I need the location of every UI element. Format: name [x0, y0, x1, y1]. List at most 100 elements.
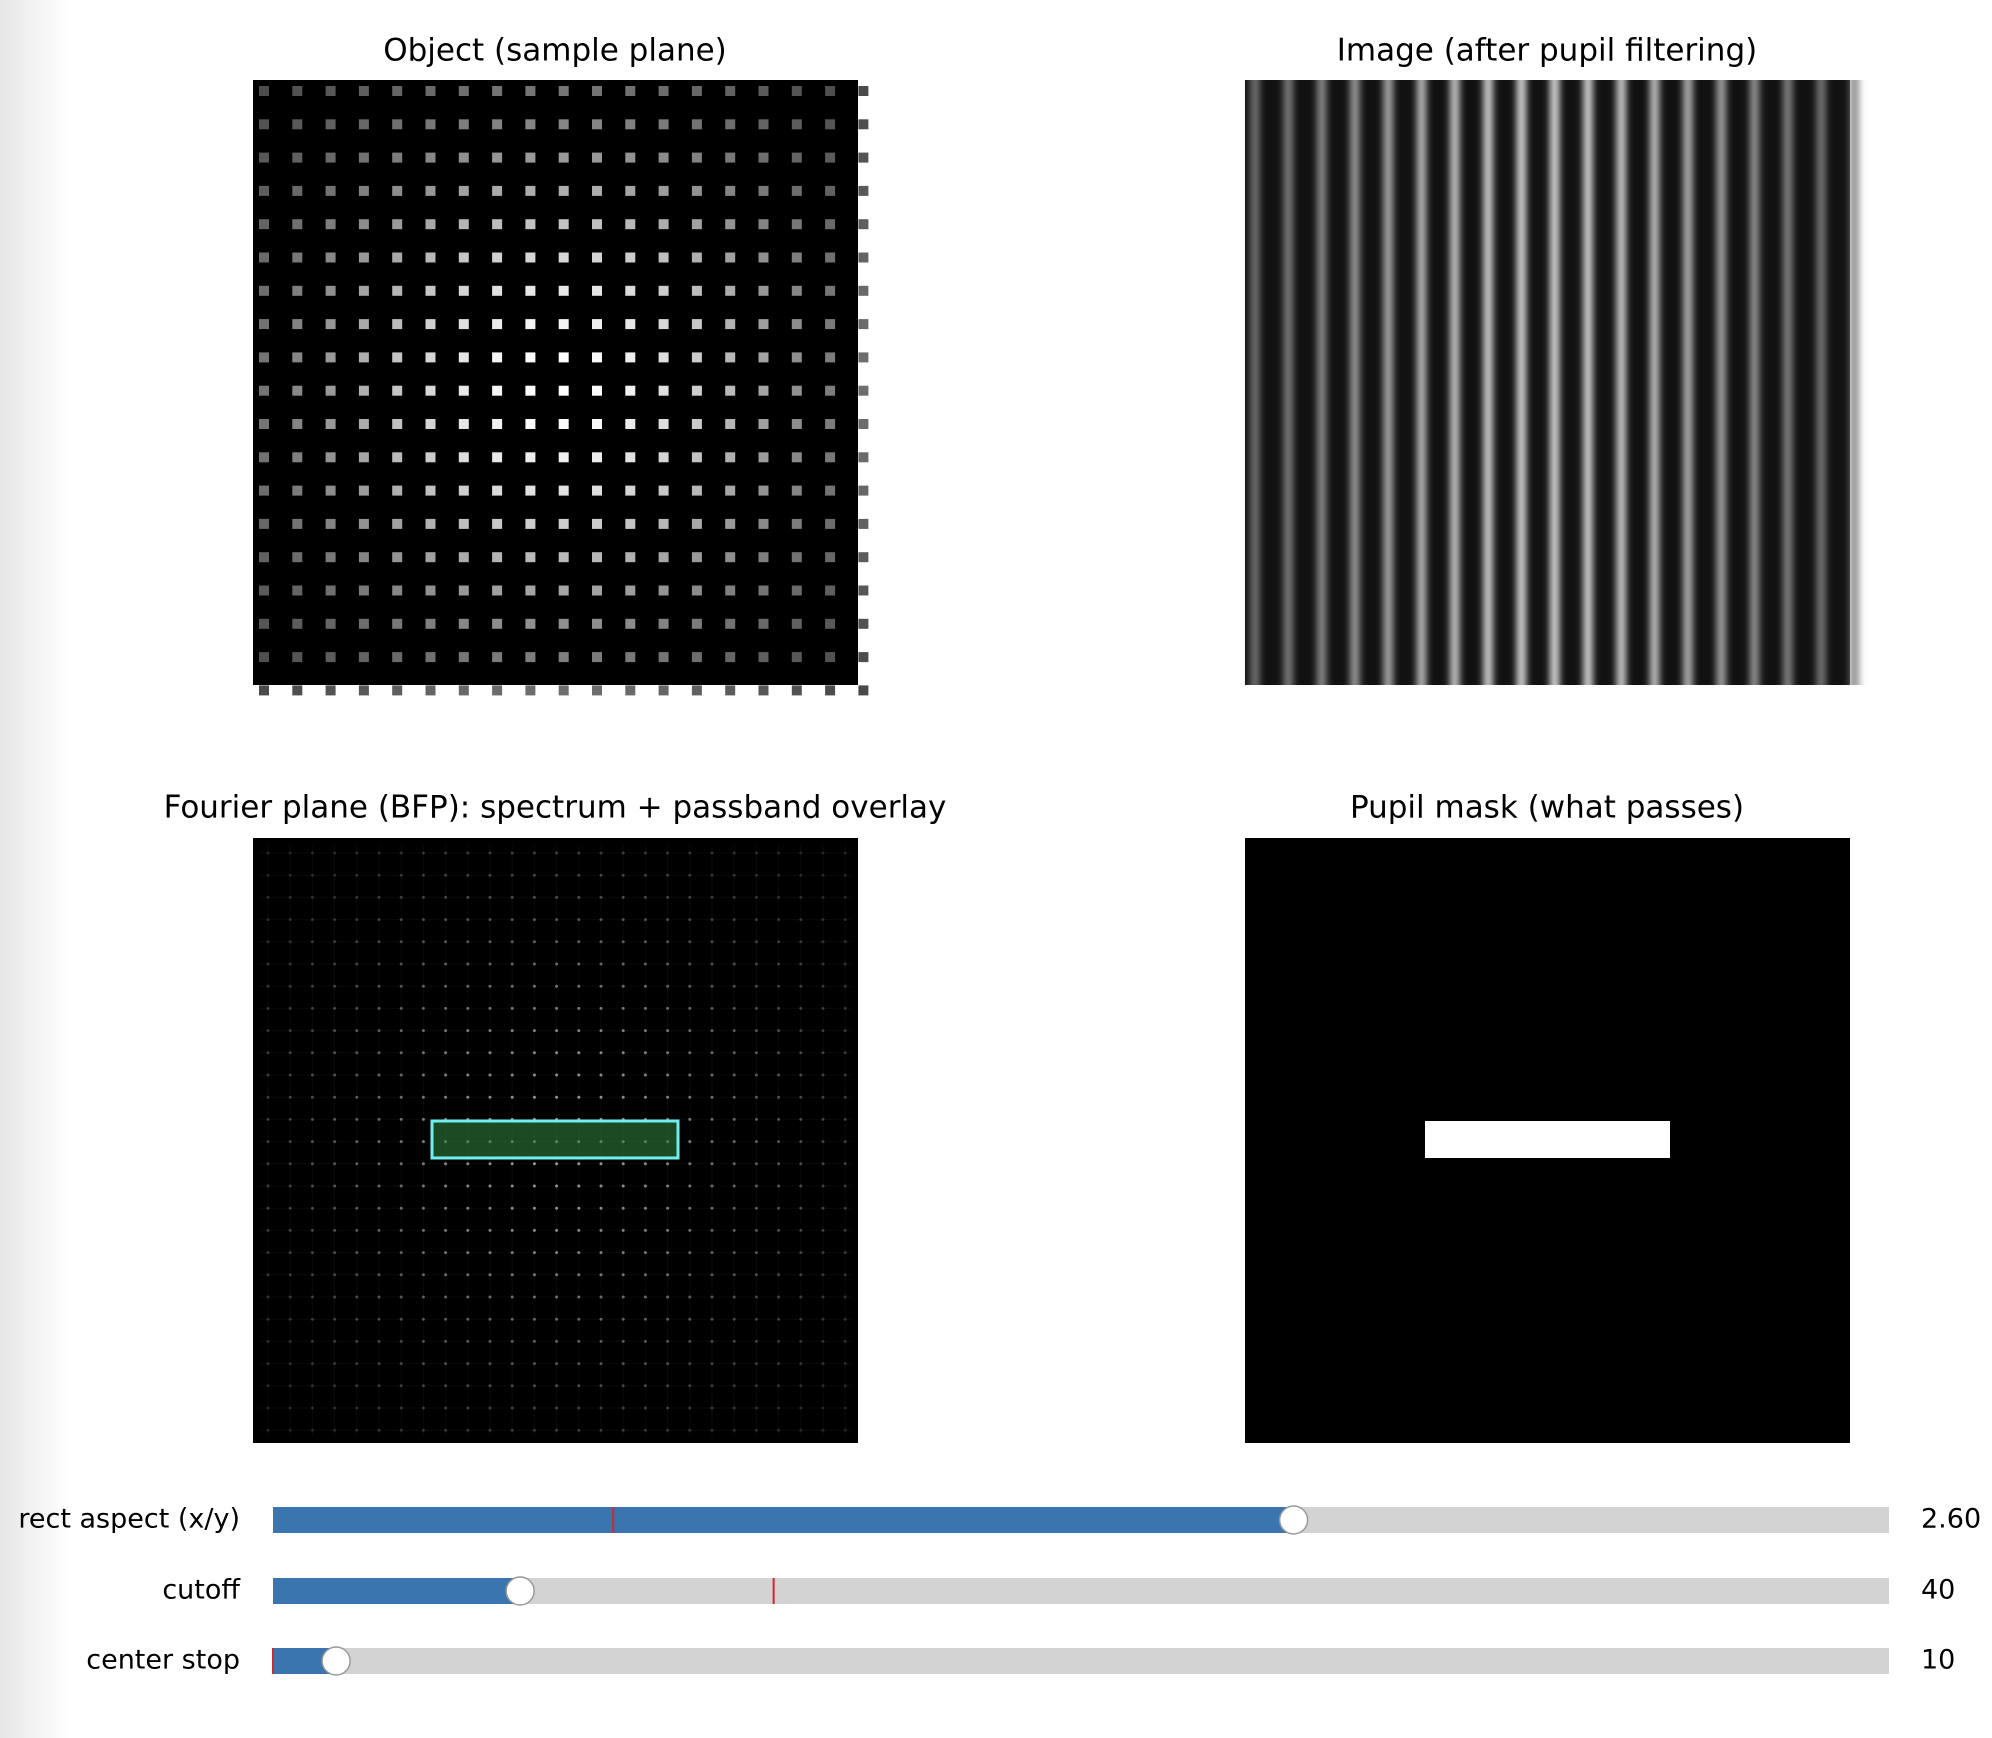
stripe	[1384, 80, 1393, 685]
object-square	[625, 385, 636, 396]
object-square	[758, 518, 769, 529]
object-square	[492, 452, 503, 463]
object-square	[858, 518, 869, 529]
spectrum-dot	[488, 918, 492, 922]
spectrum-dot	[421, 1295, 425, 1299]
object-square	[358, 652, 369, 663]
spectrum-dot	[510, 1051, 514, 1055]
slider-fill[interactable]	[273, 1507, 1294, 1533]
object-square	[691, 652, 702, 663]
spectrum-dot	[599, 1206, 603, 1210]
spectrum-dot	[577, 962, 581, 966]
object-square	[259, 219, 269, 230]
spectrum-dot	[377, 1251, 381, 1255]
spectrum-dot	[599, 984, 603, 988]
object-square	[858, 219, 869, 230]
spectrum-dot	[377, 1117, 381, 1121]
object-square	[525, 285, 536, 296]
object-square	[658, 618, 669, 629]
spectrum-dot	[377, 1162, 381, 1166]
object-square	[458, 419, 469, 429]
object-square	[325, 518, 336, 529]
spectrum-dot	[821, 1206, 825, 1210]
object-square	[625, 352, 636, 363]
spectrum-dot	[421, 1384, 425, 1388]
spectrum-dot	[488, 1339, 492, 1343]
spectrum-dot	[266, 1140, 270, 1144]
spectrum-dot	[510, 1006, 514, 1010]
spectrum-dot	[732, 895, 736, 899]
spectrum-dot	[710, 1029, 714, 1033]
object-square	[691, 618, 702, 629]
object-square	[625, 285, 636, 296]
object-square	[558, 152, 569, 163]
spectrum-dot	[333, 1029, 337, 1033]
slider-fill[interactable]	[273, 1578, 521, 1604]
spectrum-dot	[599, 851, 603, 855]
object-square	[292, 352, 303, 363]
spectrum-dot	[421, 1029, 425, 1033]
spectrum-dot	[777, 1273, 781, 1277]
spectrum-dot	[710, 1006, 714, 1010]
spectrum-dot	[732, 1117, 736, 1121]
spectrum-dot	[377, 1006, 381, 1010]
slider-handle[interactable]	[505, 1576, 535, 1606]
object-square	[392, 685, 403, 696]
spectrum-dot	[666, 1051, 670, 1055]
object-square	[358, 152, 369, 163]
spectrum-dot	[488, 1428, 492, 1432]
object-square	[625, 319, 636, 330]
spectrum-dot	[532, 1006, 536, 1010]
object-square	[791, 419, 802, 429]
spectrum-dot	[510, 1339, 514, 1343]
spectrum-dot	[399, 1384, 403, 1388]
spectrum-dot	[377, 895, 381, 899]
spectrum-dot	[732, 1095, 736, 1099]
passband-overlay	[430, 1119, 680, 1160]
spectrum-dot	[621, 1184, 625, 1188]
panel-title: Object (sample plane)	[383, 33, 727, 69]
object-square	[592, 219, 602, 230]
spectrum-dot	[688, 1095, 692, 1099]
spectrum-dot	[266, 1228, 270, 1232]
object-square	[425, 385, 436, 396]
spectrum-dot	[266, 962, 270, 966]
spectrum-dot	[310, 1006, 314, 1010]
spectrum-dot	[666, 1273, 670, 1277]
spectrum-dot	[333, 1384, 337, 1388]
spectrum-dot	[666, 1228, 670, 1232]
object-square	[492, 585, 503, 596]
slider-handle[interactable]	[321, 1646, 351, 1676]
object-square	[725, 419, 736, 429]
spectrum-dot	[555, 1339, 559, 1343]
spectrum-dot	[555, 918, 559, 922]
stripe	[1584, 80, 1592, 685]
spectrum-dot	[710, 1406, 714, 1410]
object-square	[791, 385, 802, 396]
spectrum-dot	[355, 1095, 359, 1099]
slider-track[interactable]	[273, 1648, 1889, 1674]
object-square	[625, 86, 636, 96]
spectrum-dot	[754, 895, 758, 899]
spectrum-dot	[266, 1251, 270, 1255]
spectrum-dot	[821, 1162, 825, 1166]
slider-handle[interactable]	[1278, 1505, 1309, 1535]
spectrum-dot	[310, 962, 314, 966]
spectrum-dot	[444, 918, 448, 922]
object-square	[725, 152, 736, 163]
spectrum-dot	[777, 873, 781, 877]
spectrum-dot	[843, 1273, 847, 1277]
sliders[interactable]: rect aspect (x/y) 2.60 cutoff 40 center stop…	[18, 1504, 1981, 1676]
spectrum-dot	[821, 1095, 825, 1099]
slider-track[interactable]	[273, 1578, 1889, 1604]
object-square	[292, 485, 303, 496]
spectrum-dot	[355, 1317, 359, 1321]
object-square	[825, 652, 836, 663]
spectrum-dot	[466, 1251, 470, 1255]
spectrum-dot	[710, 1051, 714, 1055]
spectrum-dot	[799, 1362, 803, 1366]
spectrum-dot	[843, 1428, 847, 1432]
object-square	[292, 518, 303, 529]
spectrum-dot	[688, 1295, 692, 1299]
spectrum-dot	[399, 895, 403, 899]
